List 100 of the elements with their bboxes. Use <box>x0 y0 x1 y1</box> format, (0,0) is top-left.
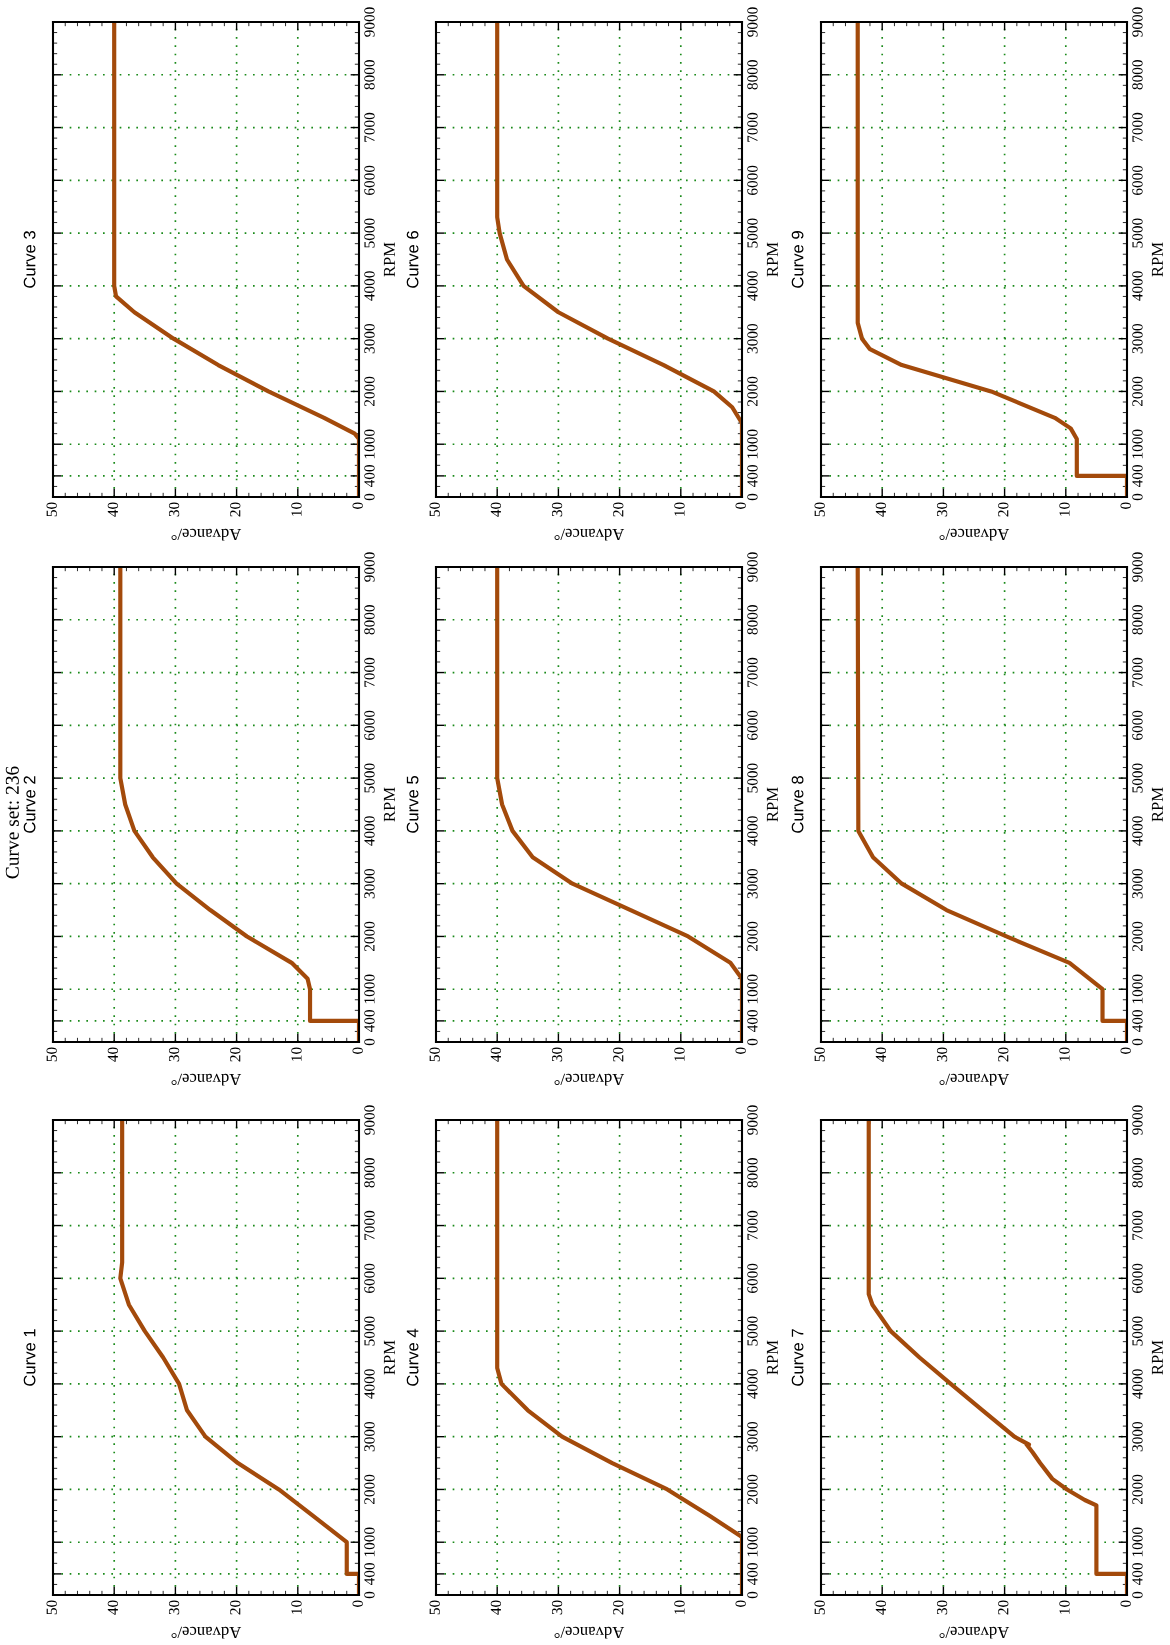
y-tick-label: 4000 <box>364 1369 375 1399</box>
y-tick-label: 1000 <box>364 1527 375 1557</box>
y-tick-label: 6000 <box>364 165 375 195</box>
y-tick-label: 5000 <box>364 1316 375 1346</box>
y-tick-label: 9000 <box>747 552 758 582</box>
y-tick-label: 400 <box>1132 1563 1143 1586</box>
y-tick-label: 0 <box>364 1038 375 1046</box>
x-axis-title: Advance/° <box>171 1626 242 1639</box>
x-tick-label: 40 <box>875 1600 887 1615</box>
y-axis-title: RPM <box>766 787 778 822</box>
y-tick-label: 3000 <box>364 1421 375 1452</box>
x-tick-label: 30 <box>551 1047 563 1062</box>
x-tick-label: 20 <box>998 1600 1009 1615</box>
x-tick-label: 0 <box>352 1600 363 1607</box>
x-tick-label: 10 <box>291 1600 302 1614</box>
y-axis-title: RPM <box>383 1340 395 1375</box>
y-tick-label: 1000 <box>747 974 758 1004</box>
text: Curve 7 <box>791 1329 804 1386</box>
x-axis-title: Advance/° <box>171 1073 242 1086</box>
y-tick-label: 2000 <box>1132 376 1143 407</box>
y-tick-label: 5000 <box>1132 218 1143 248</box>
y-tick-label: 3000 <box>1132 323 1143 354</box>
y-tick-label: 2000 <box>747 921 758 952</box>
y-tick-label: 8000 <box>1132 60 1143 90</box>
y-tick-label: 1000 <box>747 429 758 459</box>
x-tick-label: 0 <box>1120 1600 1131 1607</box>
x-tick-label: 10 <box>1059 502 1070 516</box>
y-tick-label: 1000 <box>1132 1527 1143 1557</box>
y-tick-label: 5000 <box>364 218 375 248</box>
x-tick-label: 10 <box>291 502 302 516</box>
x-tick-label: 40 <box>490 502 502 517</box>
y-tick-label: 3000 <box>1132 868 1143 899</box>
y-tick-label: 400 <box>364 1563 375 1586</box>
y-tick-label: 4000 <box>1132 816 1143 846</box>
y-tick-label: 2000 <box>364 921 375 952</box>
y-tick-label: 7000 <box>1132 657 1143 687</box>
x-tick-label: 10 <box>291 1047 302 1061</box>
x-tick-label: 20 <box>230 1600 241 1615</box>
y-tick-label: 6000 <box>747 710 758 740</box>
x-tick-label: 50 <box>814 502 825 517</box>
y-tick-label: 6000 <box>364 1263 375 1293</box>
text: Curve 5 <box>406 776 419 833</box>
y-tick-label: 0 <box>747 1591 758 1599</box>
y-tick-label: 5000 <box>747 763 758 793</box>
y-tick-label: 7000 <box>364 112 375 142</box>
y-tick-label: 3000 <box>747 868 758 899</box>
y-tick-label: 9000 <box>1132 1105 1143 1135</box>
x-tick-label: 20 <box>613 502 624 517</box>
y-tick-label: 400 <box>747 465 758 488</box>
y-tick-label: 3000 <box>364 323 375 354</box>
y-tick-label: 5000 <box>364 763 375 793</box>
y-tick-label: 1000 <box>364 974 375 1004</box>
y-tick-label: 6000 <box>364 710 375 740</box>
x-axis-title: Advance/° <box>939 528 1010 541</box>
x-tick-label: 20 <box>613 1600 624 1615</box>
x-tick-label: 20 <box>613 1047 624 1062</box>
text: Curve 1 <box>23 1329 36 1386</box>
x-tick-label: 40 <box>875 1047 887 1062</box>
x-tick-label: 0 <box>735 1600 746 1607</box>
y-tick-label: 400 <box>747 1010 758 1033</box>
x-axis-title: Advance/° <box>939 1073 1010 1086</box>
x-tick-label: 0 <box>1120 502 1131 509</box>
x-tick-label: 0 <box>352 502 363 509</box>
y-tick-label: 2000 <box>747 1474 758 1505</box>
y-axis-title: RPM <box>766 1340 778 1375</box>
x-axis-title: Advance/° <box>554 1626 625 1639</box>
y-tick-label: 9000 <box>364 1105 375 1135</box>
y-tick-label: 8000 <box>1132 605 1143 635</box>
text: Curve 6 <box>406 231 419 288</box>
y-tick-label: 8000 <box>747 1158 758 1188</box>
x-tick-label: 40 <box>490 1047 502 1062</box>
y-tick-label: 1000 <box>364 429 375 459</box>
y-axis-title: RPM <box>1151 1340 1163 1375</box>
y-tick-label: 1000 <box>1132 429 1143 459</box>
x-axis-title: Advance/° <box>171 528 242 541</box>
y-tick-label: 9000 <box>364 552 375 582</box>
y-tick-label: 400 <box>747 1563 758 1586</box>
x-tick-label: 50 <box>46 1600 57 1615</box>
x-tick-label: 0 <box>352 1047 363 1054</box>
x-tick-label: 40 <box>490 1600 502 1615</box>
y-axis-title: RPM <box>1151 787 1163 822</box>
y-tick-label: 0 <box>1132 1591 1143 1599</box>
x-tick-label: 30 <box>168 1600 180 1615</box>
x-axis-title: Advance/° <box>554 528 625 541</box>
y-tick-label: 7000 <box>747 112 758 142</box>
y-tick-label: 3000 <box>747 323 758 354</box>
y-tick-label: 3000 <box>364 868 375 899</box>
x-tick-label: 50 <box>46 502 57 517</box>
x-tick-label: 50 <box>429 1600 440 1615</box>
x-tick-label: 10 <box>1059 1600 1070 1614</box>
y-tick-label: 0 <box>364 493 375 501</box>
x-tick-label: 10 <box>674 502 685 516</box>
x-tick-label: 30 <box>936 1047 948 1062</box>
text: Curve 8 <box>791 776 804 833</box>
y-tick-label: 6000 <box>1132 1263 1143 1293</box>
y-tick-label: 7000 <box>364 1210 375 1240</box>
x-tick-label: 10 <box>674 1600 685 1614</box>
y-tick-label: 2000 <box>1132 921 1143 952</box>
y-axis-title: RPM <box>383 242 395 277</box>
y-tick-label: 6000 <box>747 165 758 195</box>
